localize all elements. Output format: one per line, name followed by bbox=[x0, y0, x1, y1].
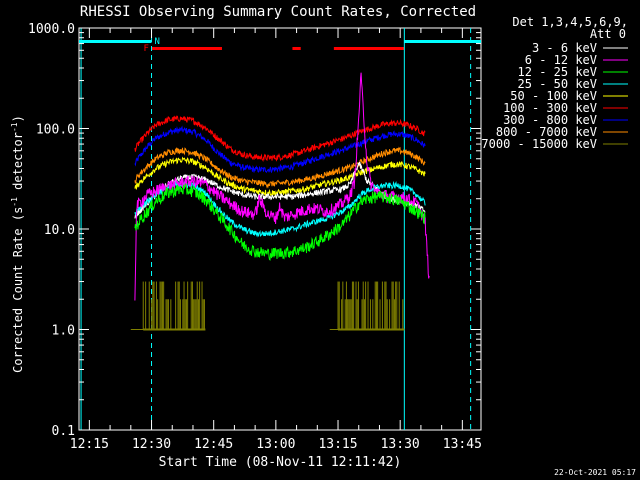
series-line-6 bbox=[134, 125, 426, 174]
y-tick-label-0: 1000.0 bbox=[28, 22, 75, 37]
y-axis-label: Corrected Count Rate (s-1 detector-1) bbox=[10, 115, 25, 373]
y-tick-label-4: 0.1 bbox=[52, 424, 75, 439]
series-line-0 bbox=[134, 161, 426, 219]
legend-label-4: 50 - 100 keV bbox=[510, 89, 597, 103]
legend-label-5: 100 - 300 keV bbox=[503, 101, 597, 115]
series-line-2 bbox=[134, 182, 426, 261]
night-flag-label: N bbox=[155, 37, 160, 47]
y-axis-label-part3: ) bbox=[11, 115, 25, 122]
legend-label-8: 7000 - 15000 keV bbox=[481, 137, 597, 151]
series-line-7 bbox=[134, 146, 426, 189]
legend-label-0: 3 - 6 keV bbox=[532, 41, 597, 55]
x-tick-label-6: 13:45 bbox=[443, 437, 482, 452]
legend-header-line1: Det 1,3,4,5,6,9, bbox=[512, 15, 628, 29]
burst-layer-7000-15000 bbox=[130, 281, 405, 331]
night-bar-1 bbox=[404, 40, 481, 43]
y-tick-label-2: 10.0 bbox=[44, 223, 75, 238]
y-tick-label-3: 1.0 bbox=[52, 324, 75, 339]
legend-label-7: 800 - 7000 keV bbox=[496, 125, 597, 139]
flare-bar-0 bbox=[151, 47, 222, 50]
flare-bar-2 bbox=[333, 47, 405, 50]
chart-title: RHESSI Observing Summary Count Rates, Co… bbox=[80, 4, 476, 20]
y-tick-label-1: 100.0 bbox=[36, 123, 75, 138]
x-tick-label-0: 12:15 bbox=[70, 437, 109, 452]
x-axis: 12:15 12:30 12:45 13:00 13:15 13:30 13:45 bbox=[70, 28, 482, 452]
y-axis-label-sup2: -1 bbox=[10, 122, 19, 132]
legend-label-3: 25 - 50 keV bbox=[518, 77, 597, 91]
series-layer bbox=[134, 72, 430, 301]
series-line-4 bbox=[134, 156, 426, 198]
night-bar-0 bbox=[79, 40, 152, 43]
x-tick-label-2: 12:45 bbox=[194, 437, 233, 452]
y-axis-label-part1: Corrected Count Rate (s bbox=[11, 207, 25, 373]
legend-header-line2: Att 0 bbox=[590, 27, 626, 41]
legend-label-6: 300 - 800 keV bbox=[503, 113, 597, 127]
legend-label-1: 6 - 12 keV bbox=[525, 53, 597, 67]
x-tick-label-3: 13:00 bbox=[256, 437, 295, 452]
y-axis-label-part2: detector bbox=[11, 132, 25, 197]
x-tick-label-4: 13:15 bbox=[318, 437, 357, 452]
y-axis-label-sup1: -1 bbox=[10, 197, 19, 207]
x-axis-label: Start Time (08-Nov-11 12:11:42) bbox=[159, 455, 402, 470]
legend-label-2: 12 - 25 keV bbox=[518, 65, 597, 79]
x-tick-label-1: 12:30 bbox=[132, 437, 171, 452]
series-line-5 bbox=[134, 115, 426, 162]
x-tick-label-5: 13:30 bbox=[381, 437, 420, 452]
y-axis: 1000.0 100.0 10.0 1.0 0.1 bbox=[28, 22, 481, 439]
flare-bar-1 bbox=[292, 47, 301, 50]
attenuator-flag-label: F bbox=[144, 44, 149, 54]
footer-date: 22-Oct-2021 05:17 bbox=[554, 468, 636, 477]
